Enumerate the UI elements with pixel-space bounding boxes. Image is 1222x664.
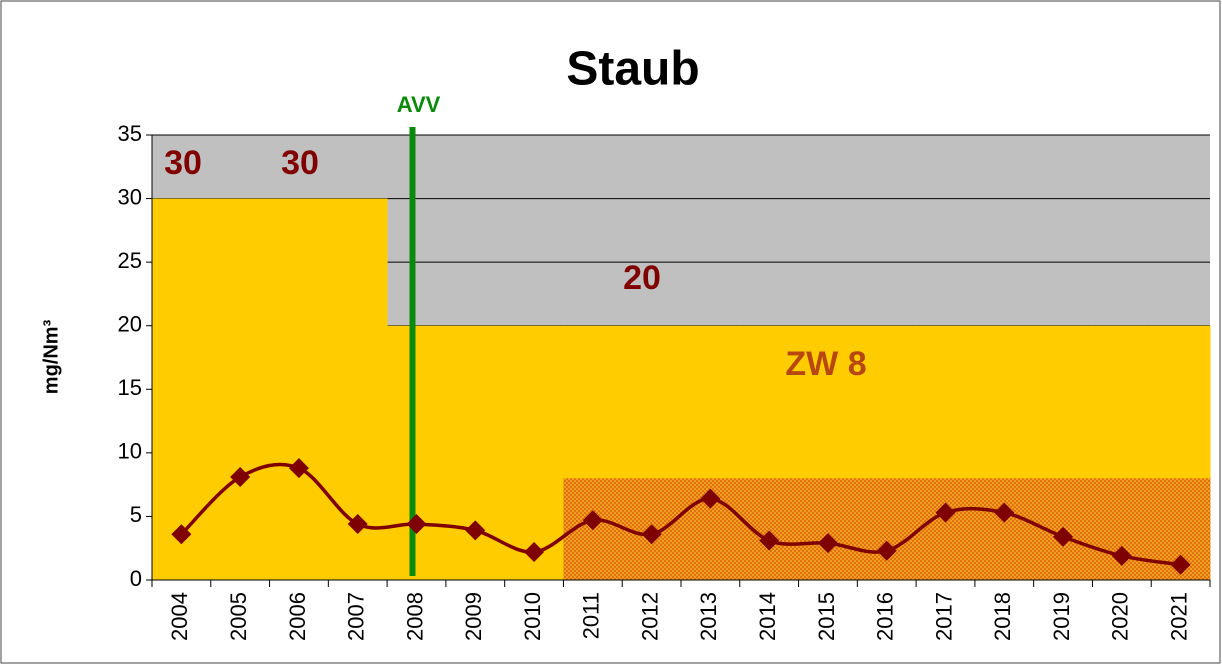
marker <box>759 530 780 551</box>
marker <box>347 514 368 535</box>
chart-title: Staub <box>566 43 699 96</box>
limit-band <box>152 198 212 581</box>
reference-label: AVV <box>397 92 441 117</box>
annotation: 30 <box>281 144 319 182</box>
x-tick-label: 2015 <box>814 592 839 641</box>
limit-band <box>210 198 271 581</box>
marker <box>994 502 1015 523</box>
x-tick-label: 2012 <box>637 592 662 641</box>
y-tick-label: 0 <box>130 566 142 591</box>
annotation: 20 <box>623 259 661 297</box>
x-tick-label: 2005 <box>226 592 251 641</box>
x-tick-label: 2007 <box>344 592 369 641</box>
zw-band <box>798 478 858 580</box>
x-tick-label: 2021 <box>1166 592 1191 641</box>
marker <box>582 510 603 531</box>
marker <box>641 524 662 545</box>
x-tick-label: 2009 <box>461 592 486 641</box>
x-tick-label: 2017 <box>931 592 956 641</box>
annotation: 30 <box>164 144 202 182</box>
x-tick-label: 2011 <box>579 592 604 639</box>
x-tick-label: 2006 <box>285 592 310 641</box>
limit-band <box>504 325 564 580</box>
x-tick-label: 2020 <box>1108 592 1133 641</box>
x-tick-label: 2004 <box>167 592 192 641</box>
x-tick-label: 2014 <box>755 592 780 641</box>
marker <box>1111 545 1132 566</box>
x-tick-label: 2008 <box>402 592 427 641</box>
x-tick-label: 2019 <box>1049 592 1074 641</box>
marker <box>524 542 545 563</box>
limit-band <box>269 198 329 581</box>
marker <box>876 540 897 561</box>
marker <box>1170 554 1191 575</box>
y-tick-label: 30 <box>118 184 142 209</box>
marker <box>817 533 838 554</box>
y-tick-label: 35 <box>118 121 142 146</box>
y-tick-label: 10 <box>118 439 142 464</box>
x-tick-label: 2018 <box>990 592 1015 641</box>
zw-band <box>916 478 976 580</box>
y-tick-label: 25 <box>118 248 142 273</box>
marker <box>700 488 721 509</box>
zw-band <box>739 478 800 580</box>
limit-band <box>445 325 506 580</box>
y-axis-label: mg/Nm³ <box>40 319 62 394</box>
annotation: ZW 8 <box>785 345 866 383</box>
marker <box>1053 526 1074 547</box>
x-tick-label: 2013 <box>696 592 721 641</box>
marker <box>935 502 956 523</box>
y-tick-label: 5 <box>130 502 142 527</box>
x-tick-label: 2016 <box>873 592 898 641</box>
zw-band <box>974 478 1035 580</box>
zw-band <box>857 478 917 580</box>
marker <box>288 458 309 479</box>
y-tick-label: 20 <box>118 312 142 337</box>
marker <box>230 467 251 488</box>
marker <box>465 520 486 541</box>
limit-band <box>387 325 447 580</box>
marker <box>406 514 427 535</box>
x-tick-label: 2010 <box>520 592 545 641</box>
marker <box>171 524 192 545</box>
y-tick-label: 15 <box>118 375 142 400</box>
